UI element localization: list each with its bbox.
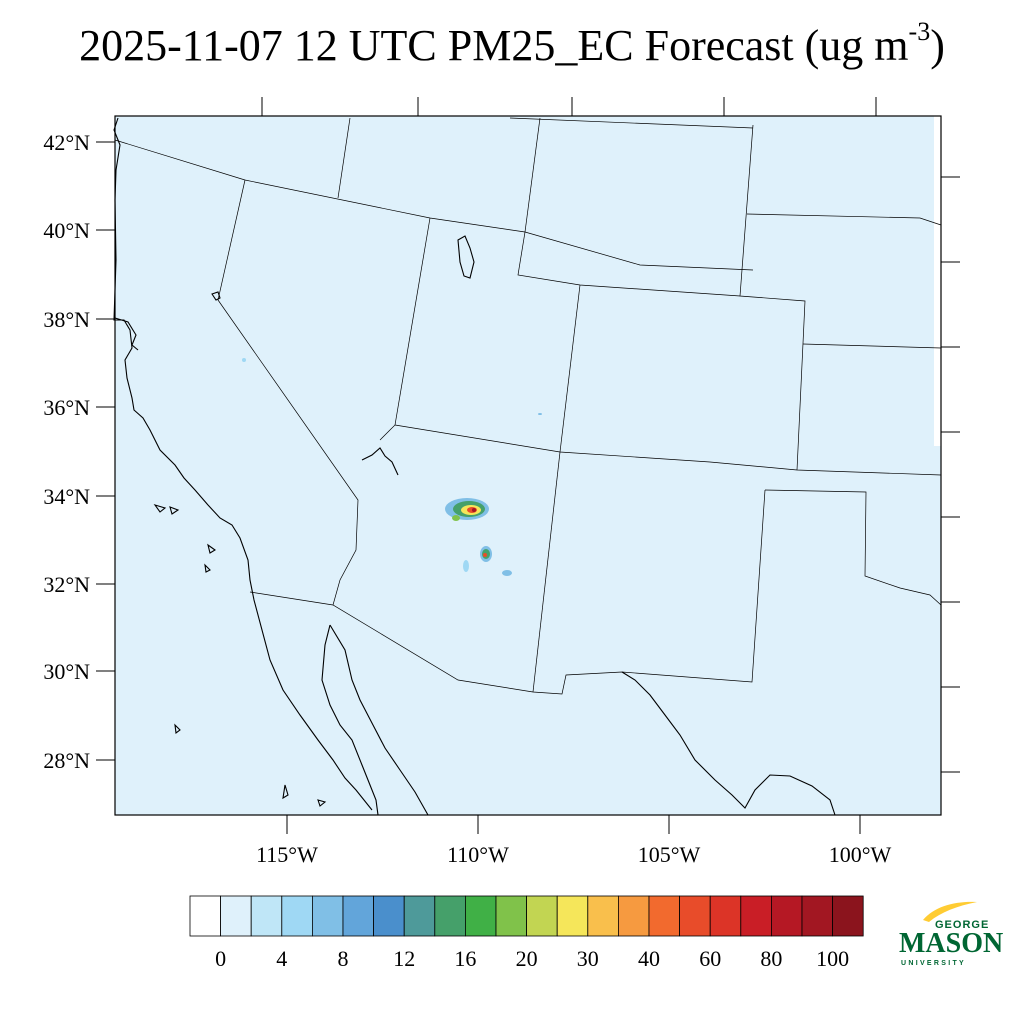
logo-line1: GEORGE bbox=[935, 919, 989, 931]
colorbar bbox=[189, 895, 864, 937]
colorbar-swatch bbox=[250, 895, 283, 937]
plume-faint-2 bbox=[242, 358, 246, 362]
colorbar-label: 60 bbox=[699, 946, 721, 971]
colorbar-swatch bbox=[587, 895, 619, 937]
colorbar-swatch bbox=[709, 895, 742, 937]
no-data-strip bbox=[934, 116, 941, 446]
pm25-plumes bbox=[242, 358, 542, 576]
colorbar-swatch bbox=[220, 895, 252, 937]
colorbar-swatch bbox=[526, 895, 558, 937]
lon-label: 105°W bbox=[638, 842, 701, 867]
colorbar-swatch bbox=[434, 895, 466, 937]
colorbar-swatch bbox=[771, 895, 803, 937]
map-title: 2025-11-07 12 UTC PM25_EC Forecast (ug m… bbox=[79, 17, 945, 70]
colorbar-labels: 0 4 8 12 16 20 30 40 60 80 100 bbox=[215, 946, 849, 971]
colorbar-swatch bbox=[464, 895, 497, 937]
colorbar-label: 80 bbox=[760, 946, 782, 971]
colorbar-swatch bbox=[373, 895, 405, 937]
lat-label: 40°N bbox=[43, 218, 90, 243]
lon-label: 100°W bbox=[829, 842, 892, 867]
colorbar-label: 8 bbox=[338, 946, 349, 971]
plume-faint-3 bbox=[538, 413, 542, 415]
colorbar-swatch bbox=[495, 895, 528, 937]
colorbar-swatch bbox=[832, 895, 864, 937]
colorbar-swatch bbox=[403, 895, 436, 937]
colorbar-swatch bbox=[740, 895, 772, 937]
colorbar-swatch bbox=[311, 895, 344, 937]
lat-label: 42°N bbox=[43, 130, 90, 155]
lon-label: 110°W bbox=[447, 842, 509, 867]
map-background bbox=[115, 116, 941, 815]
lon-label: 115°W bbox=[256, 842, 318, 867]
gmu-logo: GEORGE MASON UNIVERSITY bbox=[899, 901, 1003, 967]
lat-label: 30°N bbox=[43, 659, 90, 684]
plume-south-core bbox=[483, 553, 487, 557]
logo-line3: UNIVERSITY bbox=[901, 960, 966, 967]
colorbar-label: 30 bbox=[577, 946, 599, 971]
colorbar-label: 12 bbox=[393, 946, 415, 971]
colorbar-swatch bbox=[556, 895, 589, 937]
colorbar-label: 100 bbox=[816, 946, 849, 971]
coastlines bbox=[113, 117, 475, 816]
colorbar-swatch bbox=[648, 895, 681, 937]
lat-label: 32°N bbox=[43, 572, 90, 597]
colorbar-swatch bbox=[342, 895, 375, 937]
colorbar-label: 40 bbox=[638, 946, 660, 971]
colorbar-label: 16 bbox=[454, 946, 476, 971]
title-superscript: -3 bbox=[908, 17, 931, 47]
colorbar-swatch bbox=[801, 895, 834, 937]
colorbar-swatch bbox=[189, 895, 222, 937]
lat-label: 36°N bbox=[43, 395, 90, 420]
colorbar-label: 0 bbox=[215, 946, 226, 971]
plume-tail bbox=[452, 515, 460, 521]
colorbar-label: 4 bbox=[276, 946, 287, 971]
lat-label: 28°N bbox=[43, 748, 90, 773]
lon-labels: 115°W 110°W 105°W 100°W bbox=[256, 842, 891, 867]
right-ticks bbox=[941, 176, 960, 773]
lat-label: 34°N bbox=[43, 484, 90, 509]
colorbar-swatch bbox=[679, 895, 711, 937]
colorbar-label: 20 bbox=[516, 946, 538, 971]
plume-main-peak bbox=[472, 508, 476, 512]
international-border bbox=[621, 671, 836, 816]
bottom-ticks bbox=[286, 815, 861, 834]
logo-line2: MASON bbox=[899, 928, 1003, 959]
state-borders bbox=[114, 117, 942, 695]
logo-swoosh bbox=[923, 901, 977, 922]
map-frame bbox=[114, 115, 942, 816]
left-ticks bbox=[96, 141, 115, 761]
colorbar-swatch bbox=[281, 895, 313, 937]
top-ticks bbox=[261, 97, 877, 116]
plume-southeast bbox=[502, 570, 512, 576]
lat-labels: 42°N 40°N 38°N 36°N 34°N 32°N 30°N 28°N bbox=[43, 130, 90, 773]
colorbar-swatch bbox=[618, 895, 650, 937]
plume-faint-1 bbox=[463, 560, 469, 572]
lat-label: 38°N bbox=[43, 307, 90, 332]
